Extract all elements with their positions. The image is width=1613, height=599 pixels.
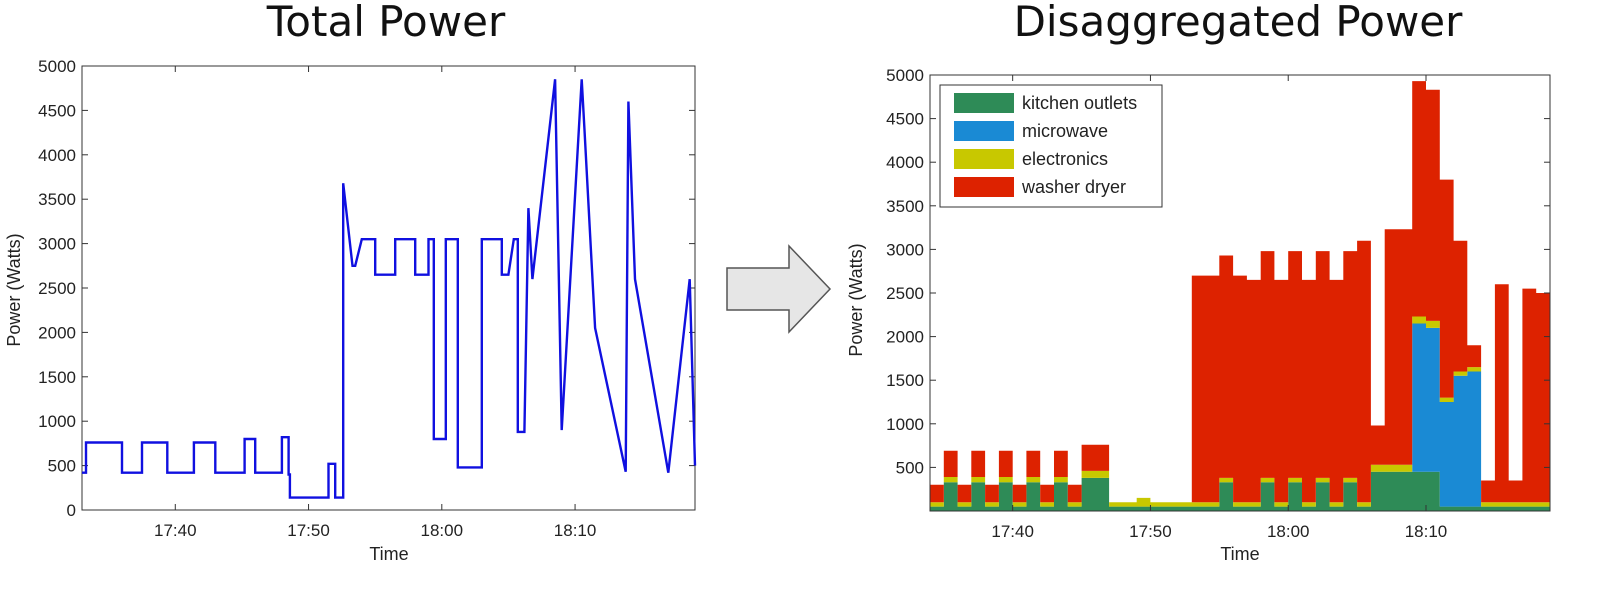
area-microwave xyxy=(930,323,1550,507)
left-plot-frame xyxy=(81,65,696,511)
left-y-tick-label: 0 xyxy=(67,501,76,520)
left-y-tick-label: 4500 xyxy=(38,101,76,120)
right-y-tick-label: 2500 xyxy=(886,284,924,303)
right-y-tick-label: 4500 xyxy=(886,110,924,129)
left-y-axis: 0 500 1000 1500 2000 2500 3000 3500 4000 4500 5000 xyxy=(38,57,695,520)
left-y-tick-label: 3500 xyxy=(38,190,76,209)
legend: kitchen outlets microwave electronics washe… xyxy=(939,84,1163,208)
left-x-tick-label: 17:50 xyxy=(287,521,330,540)
left-x-tick-label: 17:40 xyxy=(154,521,197,540)
legend-label: microwave xyxy=(1022,121,1108,141)
area-kitchen-outlets xyxy=(930,471,1550,511)
right-arrow-icon xyxy=(726,244,832,334)
left-x-tick-label: 18:00 xyxy=(421,521,464,540)
left-x-axis: 17:40 17:50 18:00 18:10 xyxy=(154,66,596,540)
legend-label: washer dryer xyxy=(1021,177,1126,197)
left-y-label: Power (Watts) xyxy=(4,233,24,346)
left-y-tick-label: 3000 xyxy=(38,235,76,254)
left-x-tick-label: 18:10 xyxy=(554,521,597,540)
legend-swatch xyxy=(954,149,1014,169)
legend-label: electronics xyxy=(1022,149,1108,169)
right-y-tick-label: 1500 xyxy=(886,371,924,390)
area-washer-dryer xyxy=(930,81,1550,503)
left-y-tick-label: 4000 xyxy=(38,146,76,165)
left-y-tick-label: 2000 xyxy=(38,323,76,342)
right-y-axis: 500 1000 1500 2000 2500 3000 3500 4000 4500 5000 xyxy=(886,66,1550,477)
stacked-areas xyxy=(930,81,1550,511)
right-x-axis: 17:40 17:50 18:00 18:10 xyxy=(991,75,1447,541)
right-y-tick-label: 5000 xyxy=(886,66,924,85)
left-y-tick-label: 5000 xyxy=(38,57,76,76)
right-x-tick-label: 17:40 xyxy=(991,522,1034,541)
left-x-label: Time xyxy=(369,544,408,564)
left-y-tick-label: 500 xyxy=(48,457,76,476)
right-x-tick-label: 18:10 xyxy=(1405,522,1448,541)
total-power-line xyxy=(82,79,697,499)
left-y-tick-label: 2500 xyxy=(38,279,76,298)
total-power-title: Total Power xyxy=(266,0,506,46)
right-y-tick-label: 2000 xyxy=(886,328,924,347)
left-y-tick-label: 1500 xyxy=(38,368,76,387)
right-y-tick-label: 1000 xyxy=(886,415,924,434)
right-y-label: Power (Watts) xyxy=(846,243,866,356)
disaggregated-power-chart: Disaggregated Power 500 1000 1500 2000 2500 3… xyxy=(846,0,1551,564)
right-x-tick-label: 17:50 xyxy=(1129,522,1172,541)
legend-swatch xyxy=(954,177,1014,197)
total-power-chart: Total Power 0 500 1000 1500 2000 2500 3000 3500… xyxy=(4,0,697,564)
right-y-tick-label: 4000 xyxy=(886,153,924,172)
legend-swatch xyxy=(954,121,1014,141)
legend-swatch xyxy=(954,93,1014,113)
right-y-tick-label: 500 xyxy=(896,458,924,477)
left-y-tick-label: 1000 xyxy=(38,412,76,431)
right-y-tick-label: 3000 xyxy=(886,240,924,259)
right-y-tick-label: 3500 xyxy=(886,197,924,216)
disaggregated-power-title: Disaggregated Power xyxy=(1014,0,1464,46)
right-x-tick-label: 18:00 xyxy=(1267,522,1310,541)
right-x-label: Time xyxy=(1220,544,1259,564)
legend-label: kitchen outlets xyxy=(1022,93,1137,113)
